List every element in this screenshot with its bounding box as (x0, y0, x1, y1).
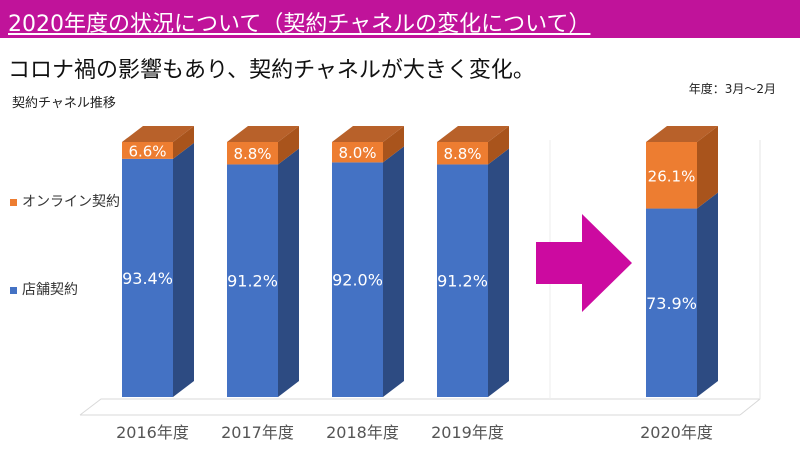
bar-online-2017年度 (227, 142, 278, 165)
bar-online-side-2016年度 (173, 126, 194, 159)
legend-label-online: オンライン契約 (22, 194, 120, 210)
legend-swatch-online (10, 198, 17, 206)
data-label-online-2018年度: 8.0% (338, 144, 376, 162)
bar-online-2018年度 (332, 142, 383, 163)
bar-online-2019年度 (437, 142, 488, 165)
legend-swatch-store (10, 286, 17, 294)
x-tick-label-2018年度: 2018年度 (326, 423, 399, 442)
bar-store-2017年度 (227, 164, 278, 397)
bar-store-side-2018年度 (383, 146, 404, 397)
bar-online-side-2017年度 (278, 126, 299, 165)
chart-title: 契約チャネル推移 (12, 96, 116, 111)
floor-right-line (739, 398, 761, 416)
page-subtitle: コロナ禍の影響もあり、契約チャネルが大きく変化。 (8, 58, 535, 83)
bar-store-2018年度 (332, 162, 383, 397)
bar-online-side-2018年度 (383, 126, 404, 163)
data-label-online-2019年度: 8.8% (443, 145, 481, 163)
legend-item-store: 店舗契約 (10, 280, 78, 300)
bar-online-side-2019年度 (488, 126, 509, 165)
bar-top-2019年度 (437, 126, 509, 142)
data-label-store-2018年度: 92.0% (332, 271, 383, 290)
bar-top-2017年度 (227, 126, 299, 142)
legend-label-store: 店舗契約 (22, 282, 78, 298)
bar-online-2016年度 (122, 142, 173, 159)
data-label-online-2016年度: 6.6% (128, 142, 166, 160)
x-tick-label-2016年度: 2016年度 (116, 423, 189, 442)
data-label-online-2020年度: 26.1% (648, 167, 696, 185)
x-tick-label-2020年度: 2020年度 (640, 423, 713, 442)
data-label-online-2017年度: 8.8% (233, 145, 271, 163)
x-tick-label-2019年度: 2019年度 (431, 423, 504, 442)
bar-store-2020年度 (646, 208, 697, 397)
bar-top-2016年度 (122, 126, 194, 142)
transition-arrow-icon (536, 214, 632, 312)
title-bar: 2020年度の状況について（契約チャネルの変化について） (0, 0, 800, 38)
bar-store-side-2017年度 (278, 148, 299, 397)
data-label-store-2019年度: 91.2% (437, 272, 488, 291)
bar-store-2019年度 (437, 164, 488, 397)
legend-item-online: オンライン契約 (10, 192, 120, 212)
bar-top-2018年度 (332, 126, 404, 142)
page-title: 2020年度の状況について（契約チャネルの変化について） (8, 12, 591, 37)
bar-online-2020年度 (646, 142, 697, 209)
bar-online-side-2020年度 (697, 126, 718, 209)
bar-top-2020年度 (646, 126, 718, 142)
bar-store-2016年度 (122, 158, 173, 397)
x-tick-label-2017年度: 2017年度 (221, 423, 294, 442)
data-label-store-2020年度: 73.9% (646, 294, 697, 313)
bar-store-side-2019年度 (488, 148, 509, 397)
bar-store-side-2020年度 (697, 192, 718, 397)
floor-back-line (79, 398, 760, 416)
data-label-store-2017年度: 91.2% (227, 272, 278, 291)
bar-store-side-2016年度 (173, 142, 194, 397)
fiscal-period-note: 年度：3月～2月 (688, 82, 776, 96)
data-label-store-2016年度: 93.4% (122, 269, 173, 288)
